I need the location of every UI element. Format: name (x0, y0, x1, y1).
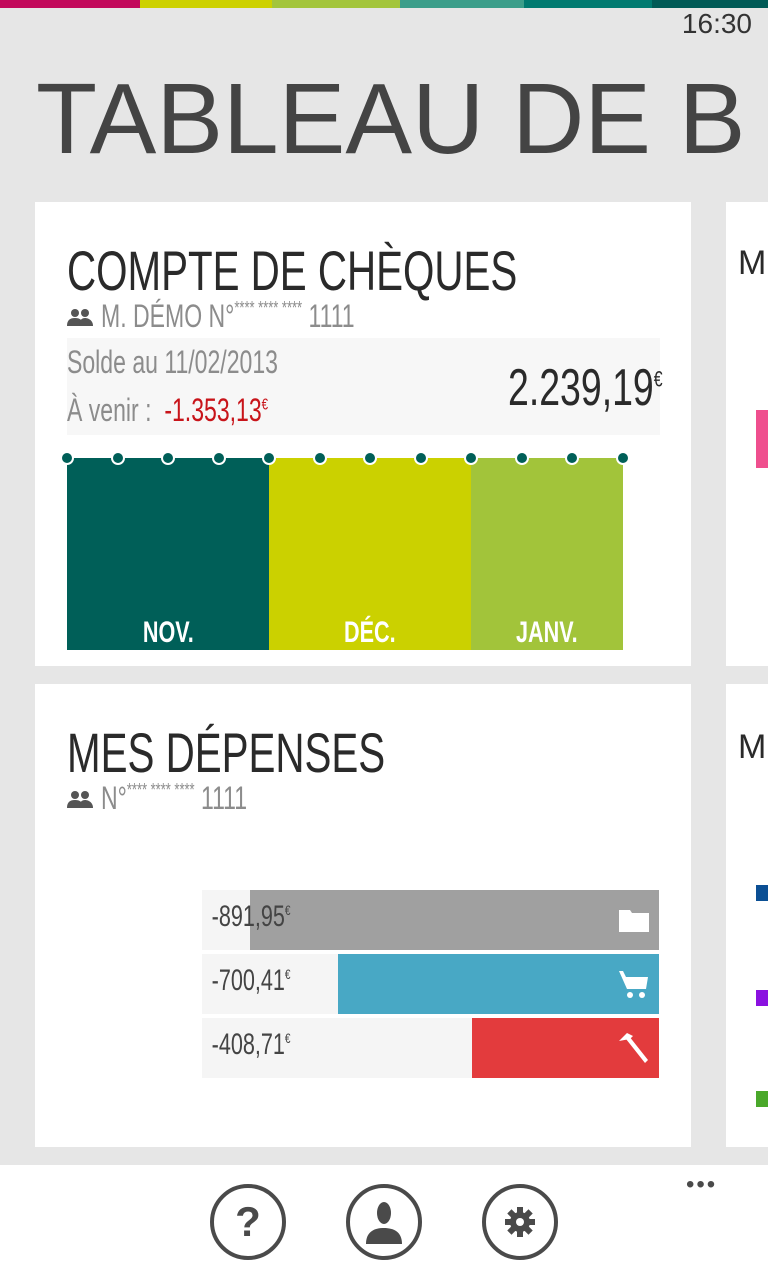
month-label: JANV. (516, 616, 578, 649)
accent-strip (400, 0, 524, 8)
clock: 16:30 (681, 8, 752, 39)
settings-button[interactable] (482, 1184, 558, 1260)
balance-amount: 2.239,19€ (508, 359, 663, 417)
timeline-dot (615, 451, 630, 465)
next-card-title: M (738, 244, 767, 282)
expense-bar[interactable] (337, 954, 659, 1014)
balance-box (67, 338, 660, 435)
expense-amount: -408,71€ (212, 1028, 291, 1061)
upcoming-amount: -1.353,13 (164, 392, 262, 428)
month-bar[interactable]: NOV. (67, 458, 269, 650)
expenses-account: N°**** **** **** 1111 (67, 780, 304, 817)
timeline-dot (262, 451, 276, 465)
help-button[interactable]: ? (210, 1184, 286, 1260)
timeline-dot (514, 451, 529, 465)
legend-swatch (756, 1091, 768, 1107)
legend-swatch (756, 885, 768, 901)
accent-strip (140, 0, 272, 8)
timeline-dot (565, 451, 579, 465)
next-card-2-title: M (738, 728, 767, 766)
expense-bar[interactable] (471, 1018, 659, 1078)
month-label: NOV. (142, 616, 194, 649)
month-bar[interactable]: JANV. (471, 458, 623, 650)
expense-track[interactable] (202, 1018, 659, 1078)
pink-tile (756, 410, 768, 468)
timeline-dot (464, 451, 478, 465)
timeline-dot (413, 451, 428, 465)
accent-strip (524, 0, 652, 8)
cart-icon (619, 969, 649, 999)
month-label: DÉC. (344, 616, 396, 649)
more-button[interactable]: ••• (686, 1171, 718, 1198)
users-icon (67, 308, 93, 326)
timeline-dot (363, 451, 377, 465)
account-title: COMPTE DE CHÈQUES (67, 239, 518, 302)
expense-amount: -891,95€ (212, 900, 291, 933)
month-bar[interactable]: DÉC. (269, 458, 471, 650)
timeline-dot (110, 451, 125, 465)
timeline-dot (161, 451, 175, 465)
page-title: TABLEAU DE B (36, 63, 746, 175)
gear-icon (505, 1207, 535, 1237)
users-icon (67, 790, 93, 808)
app-bar: ? ••• (0, 1165, 768, 1280)
upcoming: À venir : -1.353,13€ (67, 392, 269, 428)
folder-icon (619, 908, 649, 932)
timeline-dot (312, 451, 327, 465)
person-icon (366, 1202, 402, 1244)
accent-strip (0, 0, 140, 8)
timeline-dot (60, 451, 74, 465)
legend-swatch (756, 990, 768, 1006)
expenses-title: MES DÉPENSES (67, 721, 386, 784)
profile-button[interactable] (346, 1184, 422, 1260)
help-icon: ? (235, 1198, 261, 1245)
accent-strip (272, 0, 400, 8)
expense-amount: -700,41€ (212, 964, 291, 997)
next-card-2[interactable] (726, 684, 768, 1147)
hammer-icon (615, 1031, 649, 1065)
balance-date: Solde au 11/02/2013 (67, 344, 278, 380)
expense-bar[interactable] (250, 890, 659, 950)
expense-track[interactable] (202, 954, 659, 1014)
timeline-dot (211, 451, 226, 465)
expense-track[interactable] (202, 890, 659, 950)
accent-strip (652, 0, 768, 8)
account-owner: M. DÉMO N°**** **** **** 1111 (67, 298, 453, 335)
